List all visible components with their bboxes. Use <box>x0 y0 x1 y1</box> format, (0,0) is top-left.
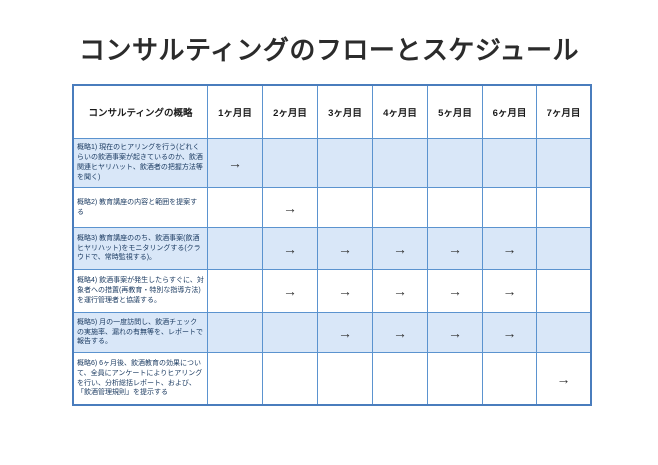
table-row-strategy-1: 概略1) 現在のヒアリングを行う(どれくらいの飲酒事案が起きているのか、飲酒関連… <box>74 139 590 188</box>
schedule-cell-month-6: → <box>483 313 537 352</box>
schedule-cell-month-4 <box>373 188 428 227</box>
schedule-cell-month-7 <box>537 313 590 352</box>
schedule-cell-month-6: → <box>483 270 537 312</box>
schedule-cell-month-1 <box>208 313 263 352</box>
schedule-cell-month-2: → <box>263 188 318 227</box>
schedule-cell-month-7 <box>537 188 590 227</box>
schedule-cell-month-2 <box>263 353 318 404</box>
row-label: 概略5) 月の一度訪問し、飲酒チェックの実施率、漏れの有無等を、レポートで報告す… <box>74 313 208 352</box>
schedule-cell-month-4 <box>373 353 428 404</box>
schedule-cell-month-4: → <box>373 270 428 312</box>
table-row-strategy-6: 概略6) 6ヶ月後、飲酒教育の効果について、全員にアンケートによりヒアリングを行… <box>74 353 590 404</box>
row-label: 概略6) 6ヶ月後、飲酒教育の効果について、全員にアンケートによりヒアリングを行… <box>74 353 208 404</box>
row-label: 概略3) 教育講座ののち、飲酒事案(飲酒ヒヤリハット)をモニタリングする(クラウ… <box>74 228 208 269</box>
row-label: 概略2) 教育講座の内容と範囲を提案する <box>74 188 208 227</box>
column-header-month-4: 4ヶ月目 <box>373 86 428 138</box>
schedule-cell-month-7 <box>537 228 590 269</box>
schedule-cell-month-2: → <box>263 228 318 269</box>
schedule-cell-month-4 <box>373 139 428 187</box>
schedule-cell-month-7: → <box>556 370 571 387</box>
table-row-strategy-3: 概略3) 教育講座ののち、飲酒事案(飲酒ヒヤリハット)をモニタリングする(クラウ… <box>74 228 590 270</box>
schedule-cell-month-2 <box>263 139 318 187</box>
schedule-cell-month-7 <box>537 270 590 312</box>
row-label: 概略1) 現在のヒアリングを行う(どれくらいの飲酒事案が起きているのか、飲酒関連… <box>74 139 208 187</box>
column-header-month-6: 6ヶ月目 <box>483 86 537 138</box>
schedule-cell-month-6 <box>483 353 537 404</box>
schedule-cell-month-4: → <box>373 228 428 269</box>
schedule-cell-month-7 <box>537 139 590 187</box>
schedule-cell-month-3: → <box>318 313 373 352</box>
page-title: コンサルティングのフローとスケジュール <box>78 35 580 65</box>
row-label: 概略4) 飲酒事案が発生したらすぐに、対象者への措置(再教育・特別な指導方法)を… <box>74 270 208 312</box>
schedule-cell-month-5: → <box>428 270 483 312</box>
schedule-cell-month-1 <box>208 228 263 269</box>
column-header-month-3: 3ヶ月目 <box>318 86 373 138</box>
schedule-cell-month-3 <box>318 139 373 187</box>
schedule-cell-month-3 <box>318 353 373 404</box>
schedule-cell-month-5: → <box>428 313 483 352</box>
schedule-cell-month-4: → <box>373 313 428 352</box>
schedule-cell-month-2 <box>263 313 318 352</box>
schedule-cell-month-3 <box>318 188 373 227</box>
column-header-month-1: 1ヶ月目 <box>208 86 263 138</box>
column-header-month-2: 2ヶ月目 <box>263 86 318 138</box>
table-row-strategy-5: 概略5) 月の一度訪問し、飲酒チェックの実施率、漏れの有無等を、レポートで報告す… <box>74 313 590 353</box>
column-header-month-5: 5ヶ月目 <box>428 86 483 138</box>
schedule-table: コンサルティングの概略 1ヶ月目 2ヶ月目 3ヶ月目 4ヶ月目 5ヶ月目 6ヶ月… <box>72 84 592 406</box>
schedule-cell-month-6: → <box>483 228 537 269</box>
column-header-overview: コンサルティングの概略 <box>74 86 208 138</box>
schedule-cell-month-3: → <box>318 270 373 312</box>
schedule-cell-month-1 <box>208 353 263 404</box>
schedule-cell-month-3: → <box>318 228 373 269</box>
schedule-cell-month-6 <box>483 188 537 227</box>
schedule-cell-month-6 <box>483 139 537 187</box>
table-row-strategy-4: 概略4) 飲酒事案が発生したらすぐに、対象者への措置(再教育・特別な指導方法)を… <box>74 270 590 313</box>
schedule-cell-month-1 <box>208 188 263 227</box>
schedule-cell-month-5 <box>428 188 483 227</box>
table-row-strategy-2: 概略2) 教育講座の内容と範囲を提案する → <box>74 188 590 228</box>
header-row: コンサルティングの概略 1ヶ月目 2ヶ月目 3ヶ月目 4ヶ月目 5ヶ月目 6ヶ月… <box>74 86 590 139</box>
schedule-cell-month-1 <box>208 270 263 312</box>
schedule-cell-month-5: → <box>428 228 483 269</box>
column-header-month-7: 7ヶ月目 <box>546 108 581 119</box>
schedule-cell-month-5 <box>428 353 483 404</box>
schedule-cell-month-1: → <box>208 139 263 187</box>
schedule-cell-month-5 <box>428 139 483 187</box>
schedule-cell-month-2: → <box>263 270 318 312</box>
